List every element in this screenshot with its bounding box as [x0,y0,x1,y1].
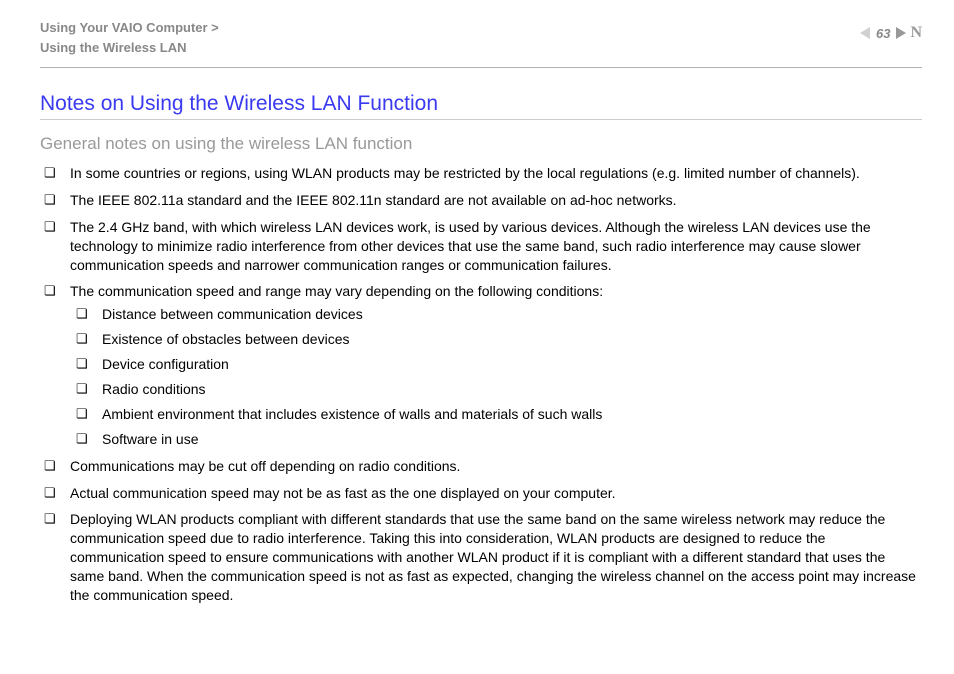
page-nav: 63 N [860,18,922,42]
list-item: The communication speed and range may va… [66,282,922,448]
list-item: Device configuration [98,355,922,374]
list-item: Ambient environment that includes existe… [98,405,922,424]
page-subtitle: General notes on using the wireless LAN … [40,134,922,154]
list-item: The 2.4 GHz band, with which wireless LA… [66,218,922,275]
list-item-text: The communication speed and range may va… [70,283,603,299]
prev-page-icon[interactable] [860,27,870,39]
nav-n-mark: N [910,24,922,42]
list-item: Communications may be cut off depending … [66,457,922,476]
list-item: Actual communication speed may not be as… [66,484,922,503]
list-item: The IEEE 802.11a standard and the IEEE 8… [66,191,922,210]
breadcrumb-line1[interactable]: Using Your VAIO Computer > [40,18,219,38]
notes-list: In some countries or regions, using WLAN… [40,164,922,605]
breadcrumb[interactable]: Using Your VAIO Computer > Using the Wir… [40,18,219,57]
page-number: 63 [876,26,890,41]
page-header: Using Your VAIO Computer > Using the Wir… [40,18,922,68]
list-item: In some countries or regions, using WLAN… [66,164,922,183]
list-item: Deploying WLAN products compliant with d… [66,510,922,604]
next-page-icon[interactable] [896,27,906,39]
page-title: Notes on Using the Wireless LAN Function [40,92,922,120]
breadcrumb-line2[interactable]: Using the Wireless LAN [40,38,219,58]
list-item: Software in use [98,430,922,449]
list-item: Distance between communication devices [98,305,922,324]
list-item: Radio conditions [98,380,922,399]
sub-list: Distance between communication devices E… [70,305,922,448]
list-item: Existence of obstacles between devices [98,330,922,349]
